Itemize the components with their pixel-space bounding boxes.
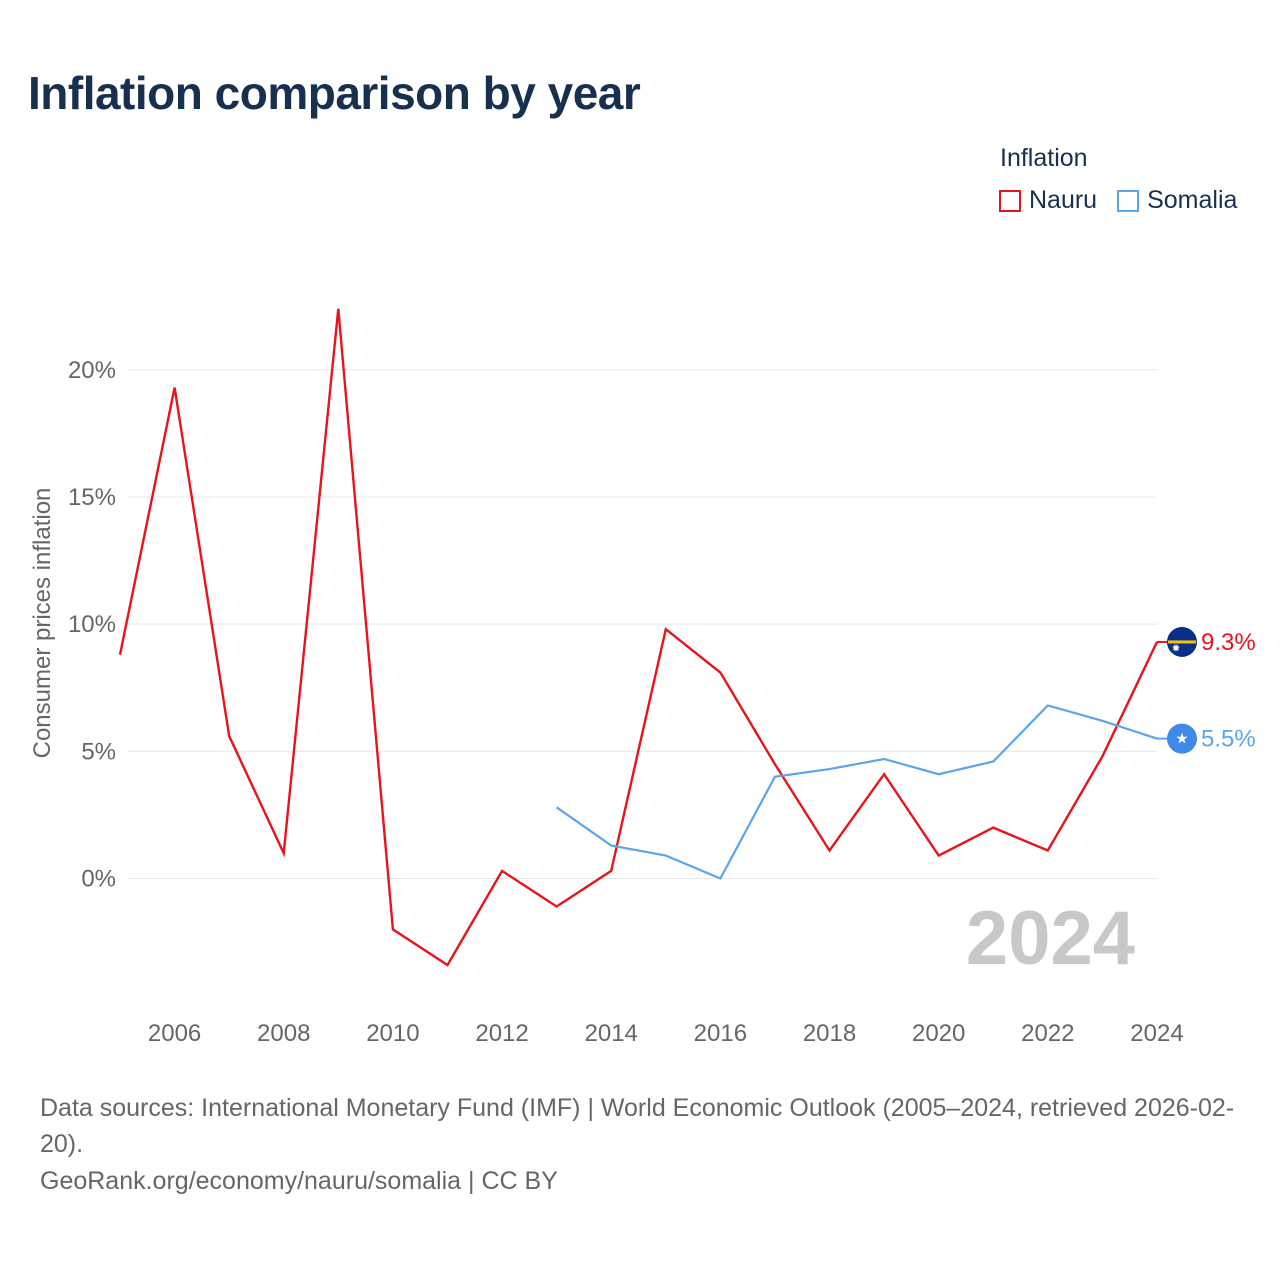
- data-point-somalia: [1099, 718, 1105, 724]
- data-point-somalia: [1045, 703, 1051, 709]
- legend-item-nauru[interactable]: Nauru: [999, 186, 1097, 215]
- y-tick-label: 15%: [68, 484, 116, 511]
- footer-sources: Data sources: International Monetary Fun…: [40, 1094, 1235, 1158]
- legend-title: Inflation: [1000, 144, 1088, 172]
- legend-swatch-somalia: [1117, 189, 1140, 212]
- data-point-nauru: [663, 626, 669, 632]
- y-tick-label: 5%: [81, 738, 116, 765]
- data-point-nauru: [608, 868, 614, 874]
- data-point-somalia: [663, 853, 669, 859]
- data-point-somalia: [827, 766, 833, 772]
- flag-stripe: [1168, 640, 1196, 644]
- x-tick-label: 2012: [475, 1020, 528, 1047]
- data-point-somalia: [717, 876, 723, 882]
- x-tick-label: 2022: [1021, 1020, 1074, 1047]
- somalia-flag-icon: [1167, 723, 1197, 754]
- y-tick-label: 0%: [81, 866, 116, 893]
- legend-item-somalia[interactable]: Somalia: [1117, 186, 1237, 215]
- data-point-nauru: [499, 868, 505, 874]
- end-label-somalia: 5.5%: [1201, 726, 1256, 753]
- data-point-nauru: [444, 962, 450, 968]
- x-tick-label: 2014: [585, 1020, 638, 1047]
- data-point-nauru: [990, 825, 996, 831]
- data-point-nauru: [554, 904, 560, 910]
- series-line-somalia: [555, 704, 1158, 880]
- flag-star: [1176, 732, 1188, 744]
- data-point-nauru: [226, 733, 232, 739]
- data-point-nauru: [172, 385, 178, 391]
- nauru-flag-icon: [1167, 626, 1197, 657]
- legend-swatch-nauru: [999, 189, 1021, 212]
- data-point-nauru: [881, 771, 887, 777]
- data-point-somalia: [990, 759, 996, 765]
- data-point-nauru: [936, 853, 942, 859]
- footer-credit: GeoRank.org/economy/nauru/somalia | CC B…: [40, 1167, 558, 1195]
- flag-star: [1171, 643, 1181, 653]
- x-tick-label: 2020: [912, 1020, 965, 1047]
- data-point-nauru: [1045, 848, 1051, 854]
- end-label-nauru: 9.3%: [1201, 629, 1256, 656]
- y-tick-label: 20%: [68, 357, 116, 384]
- end-markers: 9.3% 5.5%: [1157, 626, 1256, 754]
- x-tick-label: 2008: [257, 1020, 310, 1047]
- legend: Nauru Somalia: [999, 186, 1237, 215]
- data-point-nauru: [335, 306, 341, 312]
- series: [117, 306, 1159, 968]
- axes: 0% 5% 10% 15% 20% 2006 2008 2010 2012 2014 2016 201…: [68, 357, 1184, 1047]
- data-point-nauru: [717, 669, 723, 675]
- data-point-somalia: [936, 771, 942, 777]
- x-tick-label: 2018: [803, 1020, 856, 1047]
- data-point-somalia: [554, 804, 560, 810]
- x-tick-label: 2024: [1130, 1020, 1183, 1047]
- data-point-somalia: [772, 774, 778, 780]
- legend-label-nauru: Nauru: [1029, 186, 1098, 214]
- data-point-nauru: [827, 848, 833, 854]
- data-point-nauru: [772, 761, 778, 767]
- x-tick-label: 2016: [694, 1020, 747, 1047]
- data-point-nauru: [117, 652, 123, 658]
- chart-title: Inflation comparison by year: [28, 67, 641, 119]
- data-point-nauru: [281, 850, 287, 856]
- data-point-somalia: [608, 842, 614, 848]
- legend-label-somalia: Somalia: [1147, 186, 1238, 214]
- x-tick-label: 2006: [148, 1020, 201, 1047]
- year-watermark: 2024: [966, 896, 1135, 981]
- y-axis-label: Consumer prices inflation: [29, 488, 56, 759]
- gridlines: [128, 369, 1157, 880]
- data-point-nauru: [1099, 753, 1105, 759]
- series-line-nauru: [118, 308, 1159, 967]
- y-tick-label: 10%: [68, 611, 116, 638]
- data-point-nauru: [390, 926, 396, 932]
- x-tick-label: 2010: [366, 1020, 419, 1047]
- data-point-somalia: [881, 756, 887, 762]
